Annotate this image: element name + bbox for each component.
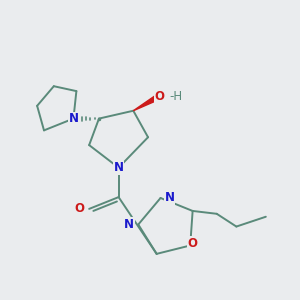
Text: O: O bbox=[187, 237, 197, 250]
Text: N: N bbox=[68, 112, 78, 125]
Text: O: O bbox=[155, 89, 165, 103]
Text: -H: -H bbox=[169, 89, 183, 103]
Text: N: N bbox=[164, 191, 175, 205]
Text: N: N bbox=[114, 161, 124, 174]
Polygon shape bbox=[133, 93, 161, 111]
Text: O: O bbox=[74, 202, 84, 215]
Text: N: N bbox=[124, 218, 134, 231]
